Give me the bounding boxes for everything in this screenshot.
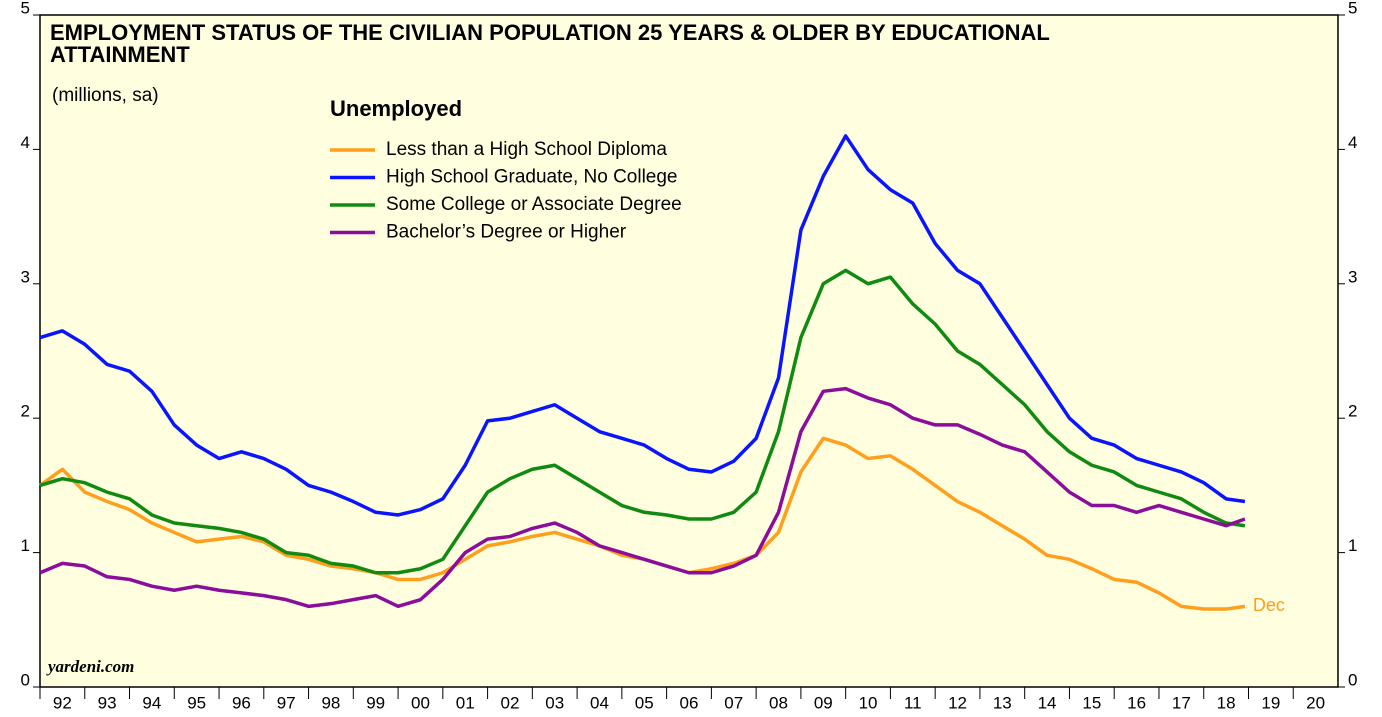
series-line bbox=[39, 134, 1246, 517]
y2-tick-label: 3 bbox=[1348, 267, 1357, 286]
chart-title: EMPLOYMENT STATUS OF THE CIVILIAN POPULA… bbox=[50, 20, 1050, 67]
x-tick-label: 20 bbox=[1306, 693, 1325, 712]
x-tick-label: 99 bbox=[366, 693, 385, 712]
subtitle: (millions, sa) bbox=[52, 85, 159, 106]
x-tick-label: 16 bbox=[1127, 693, 1146, 712]
legend-label: Some College or Associate Degree bbox=[386, 194, 682, 215]
y-tick-label: 1 bbox=[21, 536, 30, 555]
x-tick-label: 96 bbox=[232, 693, 251, 712]
y2-tick-label: 5 bbox=[1348, 0, 1357, 17]
legend-label: Bachelor’s Degree or Higher bbox=[386, 222, 627, 243]
source: yardeni.com bbox=[46, 657, 134, 676]
x-tick-label: 10 bbox=[859, 693, 878, 712]
x-tick-label: 95 bbox=[187, 693, 206, 712]
legend-label: Less than a High School Diploma bbox=[386, 139, 667, 160]
x-tick-label: 19 bbox=[1261, 693, 1280, 712]
x-tick-label: 15 bbox=[1082, 693, 1101, 712]
y-tick-label: 2 bbox=[21, 402, 30, 421]
y-tick-label: 4 bbox=[21, 133, 30, 152]
y-tick-label: 3 bbox=[21, 267, 30, 286]
x-tick-label: 08 bbox=[769, 693, 788, 712]
x-tick-label: 04 bbox=[590, 693, 609, 712]
x-tick-label: 11 bbox=[904, 693, 922, 712]
x-tick-label: 09 bbox=[814, 693, 833, 712]
x-tick-label: 06 bbox=[680, 693, 699, 712]
x-tick-label: 92 bbox=[53, 693, 72, 712]
x-tick-label: 05 bbox=[635, 693, 654, 712]
x-tick-label: 17 bbox=[1172, 693, 1191, 712]
x-tick-label: 13 bbox=[993, 693, 1012, 712]
plot-area bbox=[39, 14, 1339, 688]
x-tick-label: 14 bbox=[1038, 693, 1057, 712]
y-tick-label: 5 bbox=[21, 0, 30, 17]
x-tick-label: 12 bbox=[948, 693, 967, 712]
y2-tick-label: 4 bbox=[1348, 133, 1357, 152]
x-tick-label: 00 bbox=[411, 693, 430, 712]
y2-tick-label: 0 bbox=[1348, 670, 1357, 689]
series-line bbox=[39, 268, 1246, 575]
series-line bbox=[39, 386, 1246, 609]
x-tick-label: 93 bbox=[98, 693, 117, 712]
y-tick-label: 0 bbox=[21, 670, 30, 689]
x-tick-label: 18 bbox=[1217, 693, 1236, 712]
x-tick-label: 07 bbox=[724, 693, 743, 712]
x-tick-label: 98 bbox=[321, 693, 340, 712]
x-tick-label: 02 bbox=[501, 693, 520, 712]
annotation: Dec bbox=[1253, 595, 1285, 615]
x-tick-label: 03 bbox=[545, 693, 564, 712]
x-tick-label: 97 bbox=[277, 693, 296, 712]
y2-tick-label: 2 bbox=[1348, 402, 1357, 421]
x-tick-label: 94 bbox=[142, 693, 161, 712]
x-tick-label: 01 bbox=[456, 693, 475, 712]
legend-title: Unemployed bbox=[330, 96, 462, 121]
y2-tick-label: 1 bbox=[1348, 536, 1357, 555]
legend-label: High School Graduate, No College bbox=[386, 167, 678, 188]
